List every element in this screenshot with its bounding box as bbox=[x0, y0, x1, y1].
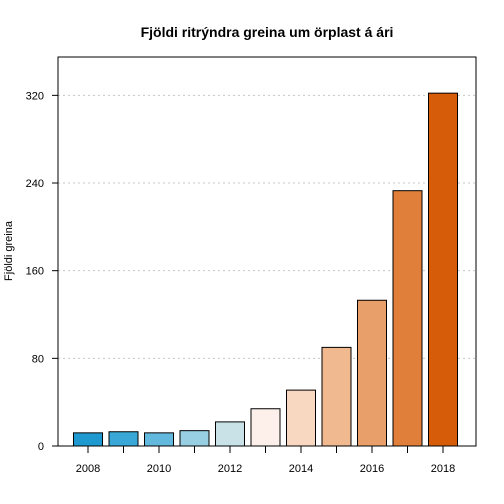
x-tick-label: 2012 bbox=[218, 463, 242, 475]
x-tick-label: 2016 bbox=[360, 463, 384, 475]
bar-2010 bbox=[144, 432, 174, 447]
y-axis: 0 80 160 240 320 bbox=[26, 90, 58, 453]
y-tick-label: 160 bbox=[26, 266, 44, 278]
bar-2012 bbox=[215, 421, 245, 447]
x-axis: 2008 2010 2012 2014 2016 2018 bbox=[76, 445, 455, 475]
bar-2018 bbox=[428, 92, 458, 447]
x-tick-label: 2008 bbox=[76, 463, 100, 475]
bar-2014 bbox=[286, 389, 316, 447]
y-tick-label: 240 bbox=[26, 178, 44, 190]
chart-title: Fjöldi ritrýndra greina um örplast á ári bbox=[141, 24, 394, 40]
bar-2008 bbox=[73, 432, 103, 447]
y-tick-label: 80 bbox=[32, 353, 44, 365]
bar-2009 bbox=[108, 431, 139, 447]
y-tick-label: 0 bbox=[38, 441, 44, 453]
x-tick-label: 2010 bbox=[147, 463, 171, 475]
bar-2013 bbox=[250, 408, 281, 447]
x-tick-label: 2018 bbox=[431, 463, 455, 475]
bar-2017 bbox=[392, 190, 423, 447]
bar-2016 bbox=[357, 299, 387, 447]
y-axis-title: Fjöldi greina bbox=[3, 220, 15, 281]
bars bbox=[73, 92, 458, 447]
bar-2011 bbox=[179, 430, 210, 447]
x-tick-label: 2014 bbox=[289, 463, 313, 475]
plot-frame bbox=[57, 56, 477, 447]
y-tick-label: 320 bbox=[26, 90, 44, 102]
bar-2015 bbox=[321, 346, 352, 447]
